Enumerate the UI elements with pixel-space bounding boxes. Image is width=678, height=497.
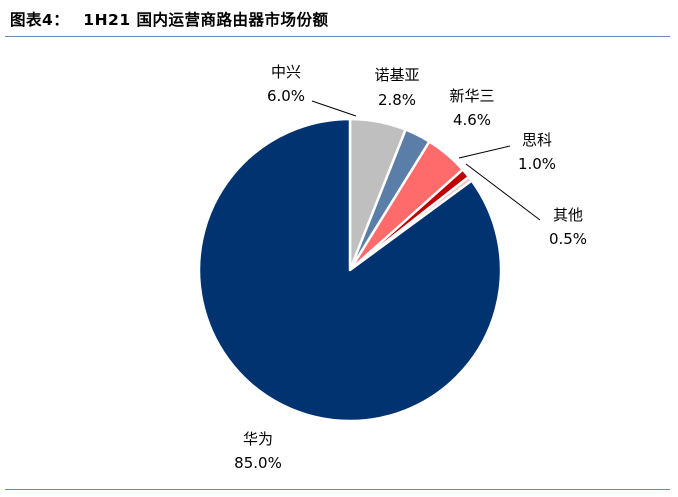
leader-lines xyxy=(311,100,541,221)
slice-name-label: 其他 xyxy=(553,206,583,224)
slice-name-label: 中兴 xyxy=(271,63,301,81)
figure-title: 图表4： 1H21 国内运营商路由器市场份额 xyxy=(10,8,329,30)
slice-name-label: 新华三 xyxy=(449,87,494,105)
slice-name-label: 思科 xyxy=(522,131,552,149)
slice-value-label: 85.0% xyxy=(234,454,282,472)
leader-line xyxy=(458,145,511,159)
figure-title-text: 1H21 国内运营商路由器市场份额 xyxy=(83,11,329,29)
slice-value-label: 4.6% xyxy=(453,111,491,129)
leader-line xyxy=(465,163,541,221)
bottom-divider xyxy=(5,489,670,490)
leader-line xyxy=(311,100,357,117)
slice-value-label: 6.0% xyxy=(267,87,305,105)
figure-label: 图表4： xyxy=(10,11,70,29)
slice-value-label: 2.8% xyxy=(378,91,416,109)
slice-name-label: 诺基亚 xyxy=(374,66,419,84)
title-divider xyxy=(5,36,670,37)
slice-name-label: 华为 xyxy=(243,430,273,448)
slice-value-label: 0.5% xyxy=(549,230,587,248)
slice-5 xyxy=(197,117,503,423)
slice-labels: 中兴 6.0% 诺基亚 2.8% 新华三 4.6% 思科 1.0% 其他 0.5% 华为 85.0% xyxy=(234,63,587,472)
pie-slices xyxy=(197,117,503,423)
slice-value-label: 1.0% xyxy=(518,155,556,173)
